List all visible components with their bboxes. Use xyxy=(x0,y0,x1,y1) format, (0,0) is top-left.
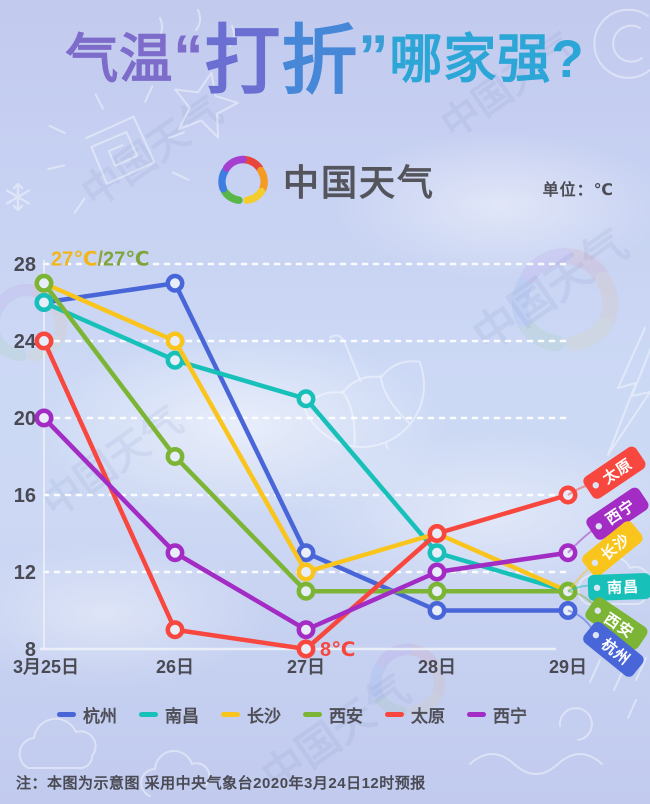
data-point-长沙 xyxy=(296,562,316,582)
legend-dash-icon xyxy=(385,712,404,717)
data-point-西宁 xyxy=(165,543,185,563)
legend-item-西安: 西安 xyxy=(303,702,363,727)
data-point-太原 xyxy=(427,524,447,543)
legend-item-长沙: 长沙 xyxy=(221,702,281,727)
tag-label: 南昌 xyxy=(607,578,640,597)
legend-dash-icon xyxy=(57,712,76,717)
data-point-南昌 xyxy=(34,293,54,312)
data-point-太原 xyxy=(296,639,316,659)
x-axis-tick-label: 26日 xyxy=(156,657,194,677)
legend-label: 南昌 xyxy=(165,707,199,726)
title-close-quote: ” xyxy=(358,23,390,90)
legend-dash-icon xyxy=(467,712,486,717)
legend-label: 太原 xyxy=(411,707,445,726)
legend-label: 杭州 xyxy=(83,707,117,726)
page-title: 气温“打折”哪家强? xyxy=(0,24,650,100)
chart-legend: 杭州 南昌 长沙 西安 太原 西宁 xyxy=(0,702,650,727)
title-highlight-char1: 打 xyxy=(204,19,282,104)
y-axis-tick-label: 20 xyxy=(14,408,36,430)
legend-label: 西安 xyxy=(329,707,363,726)
x-axis-tick-label: 28日 xyxy=(418,657,456,677)
value-annotation: 8℃ xyxy=(320,639,355,661)
unit-label: 单位：℃ xyxy=(542,182,614,199)
tag-hole xyxy=(591,559,599,567)
tag-body xyxy=(587,573,650,601)
data-point-太原 xyxy=(165,620,185,640)
y-axis-tick-label: 16 xyxy=(14,485,36,507)
y-axis-tick-label: 24 xyxy=(14,331,37,353)
y-axis-tick-label: 28 xyxy=(14,254,36,276)
legend-item-杭州: 杭州 xyxy=(57,702,117,727)
data-point-长沙 xyxy=(165,331,185,351)
legend-dash-icon xyxy=(221,712,240,717)
legend-item-南昌: 南昌 xyxy=(139,702,199,727)
x-axis-tick-label: 29日 xyxy=(549,657,587,677)
value-annotation: 27℃/27℃ xyxy=(51,248,150,270)
data-point-西宁 xyxy=(34,408,54,428)
data-point-西安 xyxy=(165,447,185,466)
tag-hole xyxy=(593,584,601,591)
y-axis-tick-label: 8 xyxy=(25,639,36,661)
data-point-杭州 xyxy=(427,601,447,620)
logo-text: 中国天气 xyxy=(282,162,435,203)
brand-logo: 中国天气 xyxy=(0,152,650,208)
tag-hole xyxy=(595,523,602,530)
data-point-南昌 xyxy=(296,389,316,409)
data-point-西宁 xyxy=(296,620,316,640)
title-suffix: 哪家强? xyxy=(389,30,585,89)
tag-hole xyxy=(592,631,600,639)
data-point-杭州 xyxy=(165,273,185,293)
legend-dash-icon xyxy=(139,712,158,717)
x-axis-tick-label: 27日 xyxy=(287,657,325,677)
tag-hole xyxy=(594,607,601,614)
data-point-太原 xyxy=(34,331,54,351)
legend-label: 长沙 xyxy=(247,707,281,726)
data-point-西安 xyxy=(296,581,316,601)
data-point-南昌 xyxy=(165,350,185,370)
temperature-line-chart: 8 12 16 20 24 28 3月25日 26日 27日 28日 29日 27℃/27℃ 8℃ 太原西… xyxy=(0,230,650,690)
legend-label: 西宁 xyxy=(493,707,527,726)
legend-item-西宁: 西宁 xyxy=(467,702,527,727)
data-point-西安 xyxy=(427,581,447,601)
title-highlight-char2: 折 xyxy=(281,19,359,104)
source-note: 注：本图为示意图 采用中央气象台2020年3月24日12时预报 xyxy=(16,775,426,792)
legend-item-太原: 太原 xyxy=(385,702,445,727)
title-open-quote: “ xyxy=(173,23,205,90)
city-tag-南昌: 南昌 xyxy=(587,573,650,601)
legend-dash-icon xyxy=(303,712,322,717)
title-prefix: 气温 xyxy=(65,30,174,89)
y-axis-tick-label: 12 xyxy=(14,562,36,584)
data-point-南昌 xyxy=(427,543,447,563)
x-axis-tick-label: 3月25日 xyxy=(13,657,79,677)
tag-hole xyxy=(592,482,599,489)
logo-swirl-icon xyxy=(215,152,271,208)
data-point-杭州 xyxy=(296,543,316,563)
data-point-西安 xyxy=(34,273,54,293)
data-point-西宁 xyxy=(427,562,447,582)
